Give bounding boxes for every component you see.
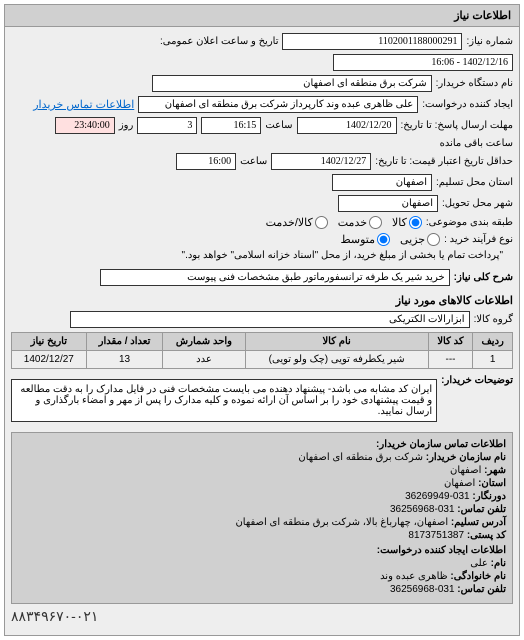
table-header: واحد شمارش (163, 333, 245, 351)
contact-title: اطلاعات تماس سازمان خریدار: (18, 439, 506, 450)
contact-tel: 031-36256968 (390, 584, 455, 595)
contact-family: ظاهری عبده وند (380, 571, 448, 582)
contact-city: اصفهان (450, 465, 481, 476)
buyer-contact-link[interactable]: اطلاعات تماس خریدار (33, 98, 134, 111)
table-cell: --- (428, 351, 473, 369)
table-header: نام کالا (245, 333, 428, 351)
goods-info-title: اطلاعات کالاهای مورد نیاز (11, 294, 513, 307)
contact-phone: 031-36256968 (390, 504, 455, 515)
contact-postal: 8173751387 (408, 530, 464, 541)
table-cell: 1 (473, 351, 513, 369)
goods-group-label: گروه کالا: (474, 314, 513, 325)
req-contact-title: اطلاعات ایجاد کننده درخواست: (18, 545, 506, 556)
purchase-radio-group: جزیی متوسط (340, 233, 440, 246)
goods-table: ردیفکد کالانام کالاواحد شمارشتعداد / مقد… (11, 332, 513, 369)
table-cell: عدد (163, 351, 245, 369)
contact-province-label: استان: (478, 478, 506, 489)
budget-opt-service[interactable]: خدمت (338, 216, 382, 229)
contact-family-label: نام خانوادگی: (450, 571, 506, 582)
footer-phone: ۸۸۳۴۹۶۷۰-۰۲۱ (11, 604, 513, 629)
contact-province: اصفهان (444, 478, 475, 489)
city-input[interactable] (338, 195, 438, 212)
table-cell: 13 (86, 351, 163, 369)
public-date-label: تاریخ و ساعت اعلان عمومی: (160, 36, 279, 47)
province-label: استان محل تسلیم: (436, 177, 513, 188)
deadline-days-input[interactable] (137, 117, 197, 134)
panel-title: اطلاعات نیاز (5, 5, 519, 27)
need-desc-input[interactable] (100, 269, 450, 286)
city-label: شهر محل تحویل: (442, 198, 513, 209)
budget-type-label: طبقه بندی موضوعی: (426, 217, 513, 228)
contact-org-label: نام سازمان خریدار: (426, 452, 506, 463)
requester-input[interactable] (138, 96, 418, 113)
contact-address-label: آدرس تسلیم: (451, 517, 506, 528)
contact-phone-label: تلفن تماس: (457, 504, 506, 515)
table-header: تاریخ نیاز (12, 333, 87, 351)
contact-city-label: شهر: (484, 465, 506, 476)
purchase-type-label: نوع فرآیند خرید : (444, 234, 513, 245)
province-input[interactable] (332, 174, 432, 191)
need-no-label: شماره نیاز: (466, 36, 513, 47)
contact-name: علی (470, 558, 488, 569)
validity-time-label: ساعت (240, 156, 267, 167)
need-info-panel: اطلاعات نیاز شماره نیاز: تاریخ و ساعت اع… (4, 4, 520, 636)
deadline-date-input[interactable] (297, 117, 397, 134)
table-header: ردیف (473, 333, 513, 351)
validity-date-input[interactable] (271, 153, 371, 170)
table-header: تعداد / مقدار (86, 333, 163, 351)
need-desc-label: شرح کلی نیاز: (454, 272, 513, 283)
contact-name-label: نام: (491, 558, 506, 569)
contact-org: شرکت برق منطقه ای اصفهان (298, 452, 423, 463)
contact-fax: 031-36269949 (405, 491, 470, 502)
table-header: کد کالا (428, 333, 473, 351)
table-cell: شیر یکطرفه تویی (چک ولو تویی) (245, 351, 428, 369)
deadline-days-label: روز (119, 120, 134, 131)
buyer-org-label: نام دستگاه خریدار: (436, 78, 513, 89)
contact-address: اصفهان، چهارباغ بالا، شرکت برق منطقه ای … (235, 517, 448, 528)
budget-opt-goods[interactable]: کالا/خدمت (266, 216, 328, 229)
validity-label: حداقل تاریخ اعتبار قیمت: تا تاریخ: (375, 156, 513, 167)
deadline-remain-input[interactable] (55, 117, 115, 134)
deadline-remain-label: ساعت باقی مانده (440, 138, 513, 149)
remarks-label: توضیحات خریدار: (441, 375, 513, 386)
goods-group-input[interactable] (70, 311, 470, 328)
table-row: 1---شیر یکطرفه تویی (چک ولو تویی)عدد1314… (12, 351, 513, 369)
deadline-time-input[interactable] (201, 117, 261, 134)
purchase-note: "پرداخت تمام یا بخشی از مبلغ خرید، از مح… (182, 250, 503, 261)
budget-opt-all[interactable]: کالا (392, 216, 422, 229)
deadline-label: مهلت ارسال پاسخ: تا تاریخ: (401, 120, 513, 131)
need-no-input[interactable] (282, 33, 462, 50)
purchase-opt-medium[interactable]: متوسط (340, 233, 390, 246)
table-cell: 1402/12/27 (12, 351, 87, 369)
purchase-opt-partial[interactable]: جزیی (400, 233, 440, 246)
requester-label: ایجاد کننده درخواست: (422, 99, 513, 110)
public-date-input[interactable] (333, 54, 513, 71)
contact-postal-label: کد پستی: (467, 530, 506, 541)
panel-body: شماره نیاز: تاریخ و ساعت اعلان عمومی: نا… (5, 27, 519, 635)
remarks-text: ایران کد مشابه می باشد- پیشنهاد دهنده می… (11, 379, 437, 422)
contact-fax-label: دورنگار: (472, 491, 506, 502)
budget-radio-group: کالا خدمت کالا/خدمت (266, 216, 422, 229)
buyer-org-input[interactable] (152, 75, 432, 92)
contact-tel-label: تلفن تماس: (457, 584, 506, 595)
deadline-time-label: ساعت (265, 120, 292, 131)
validity-time-input[interactable] (176, 153, 236, 170)
contact-block: اطلاعات تماس سازمان خریدار: نام سازمان خ… (11, 432, 513, 604)
